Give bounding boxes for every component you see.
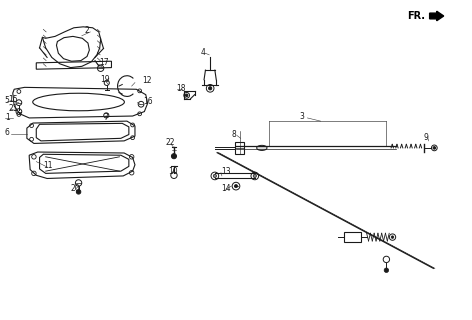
Text: 19: 19 xyxy=(101,75,110,84)
Text: 2: 2 xyxy=(84,27,89,36)
Text: 4: 4 xyxy=(201,48,206,57)
Text: 10: 10 xyxy=(168,167,177,176)
Text: 18: 18 xyxy=(176,84,185,93)
Circle shape xyxy=(76,190,81,194)
Text: 3: 3 xyxy=(299,113,304,122)
Text: 8: 8 xyxy=(231,130,236,139)
Text: FR.: FR. xyxy=(407,11,426,21)
Circle shape xyxy=(384,268,388,272)
Text: 14: 14 xyxy=(221,184,231,193)
Circle shape xyxy=(433,147,436,149)
Text: 11: 11 xyxy=(43,161,53,170)
Circle shape xyxy=(213,174,217,178)
Text: 13: 13 xyxy=(221,167,231,176)
Text: 9: 9 xyxy=(424,132,429,141)
Circle shape xyxy=(209,87,212,90)
Text: 6: 6 xyxy=(5,128,9,137)
Text: 1: 1 xyxy=(5,114,9,123)
Circle shape xyxy=(253,174,256,178)
Text: 22: 22 xyxy=(166,138,175,147)
Text: 17: 17 xyxy=(99,58,109,67)
Text: 20: 20 xyxy=(71,184,80,193)
Text: 15: 15 xyxy=(8,95,18,104)
Circle shape xyxy=(235,185,237,188)
Circle shape xyxy=(171,154,177,159)
Circle shape xyxy=(391,236,394,238)
Text: 21: 21 xyxy=(8,104,18,113)
Circle shape xyxy=(185,94,188,97)
Text: 7: 7 xyxy=(103,114,109,123)
Ellipse shape xyxy=(257,145,267,150)
Text: 16: 16 xyxy=(143,97,152,106)
Text: 12: 12 xyxy=(142,76,152,85)
FancyArrow shape xyxy=(430,11,444,21)
Text: 5: 5 xyxy=(5,96,9,105)
